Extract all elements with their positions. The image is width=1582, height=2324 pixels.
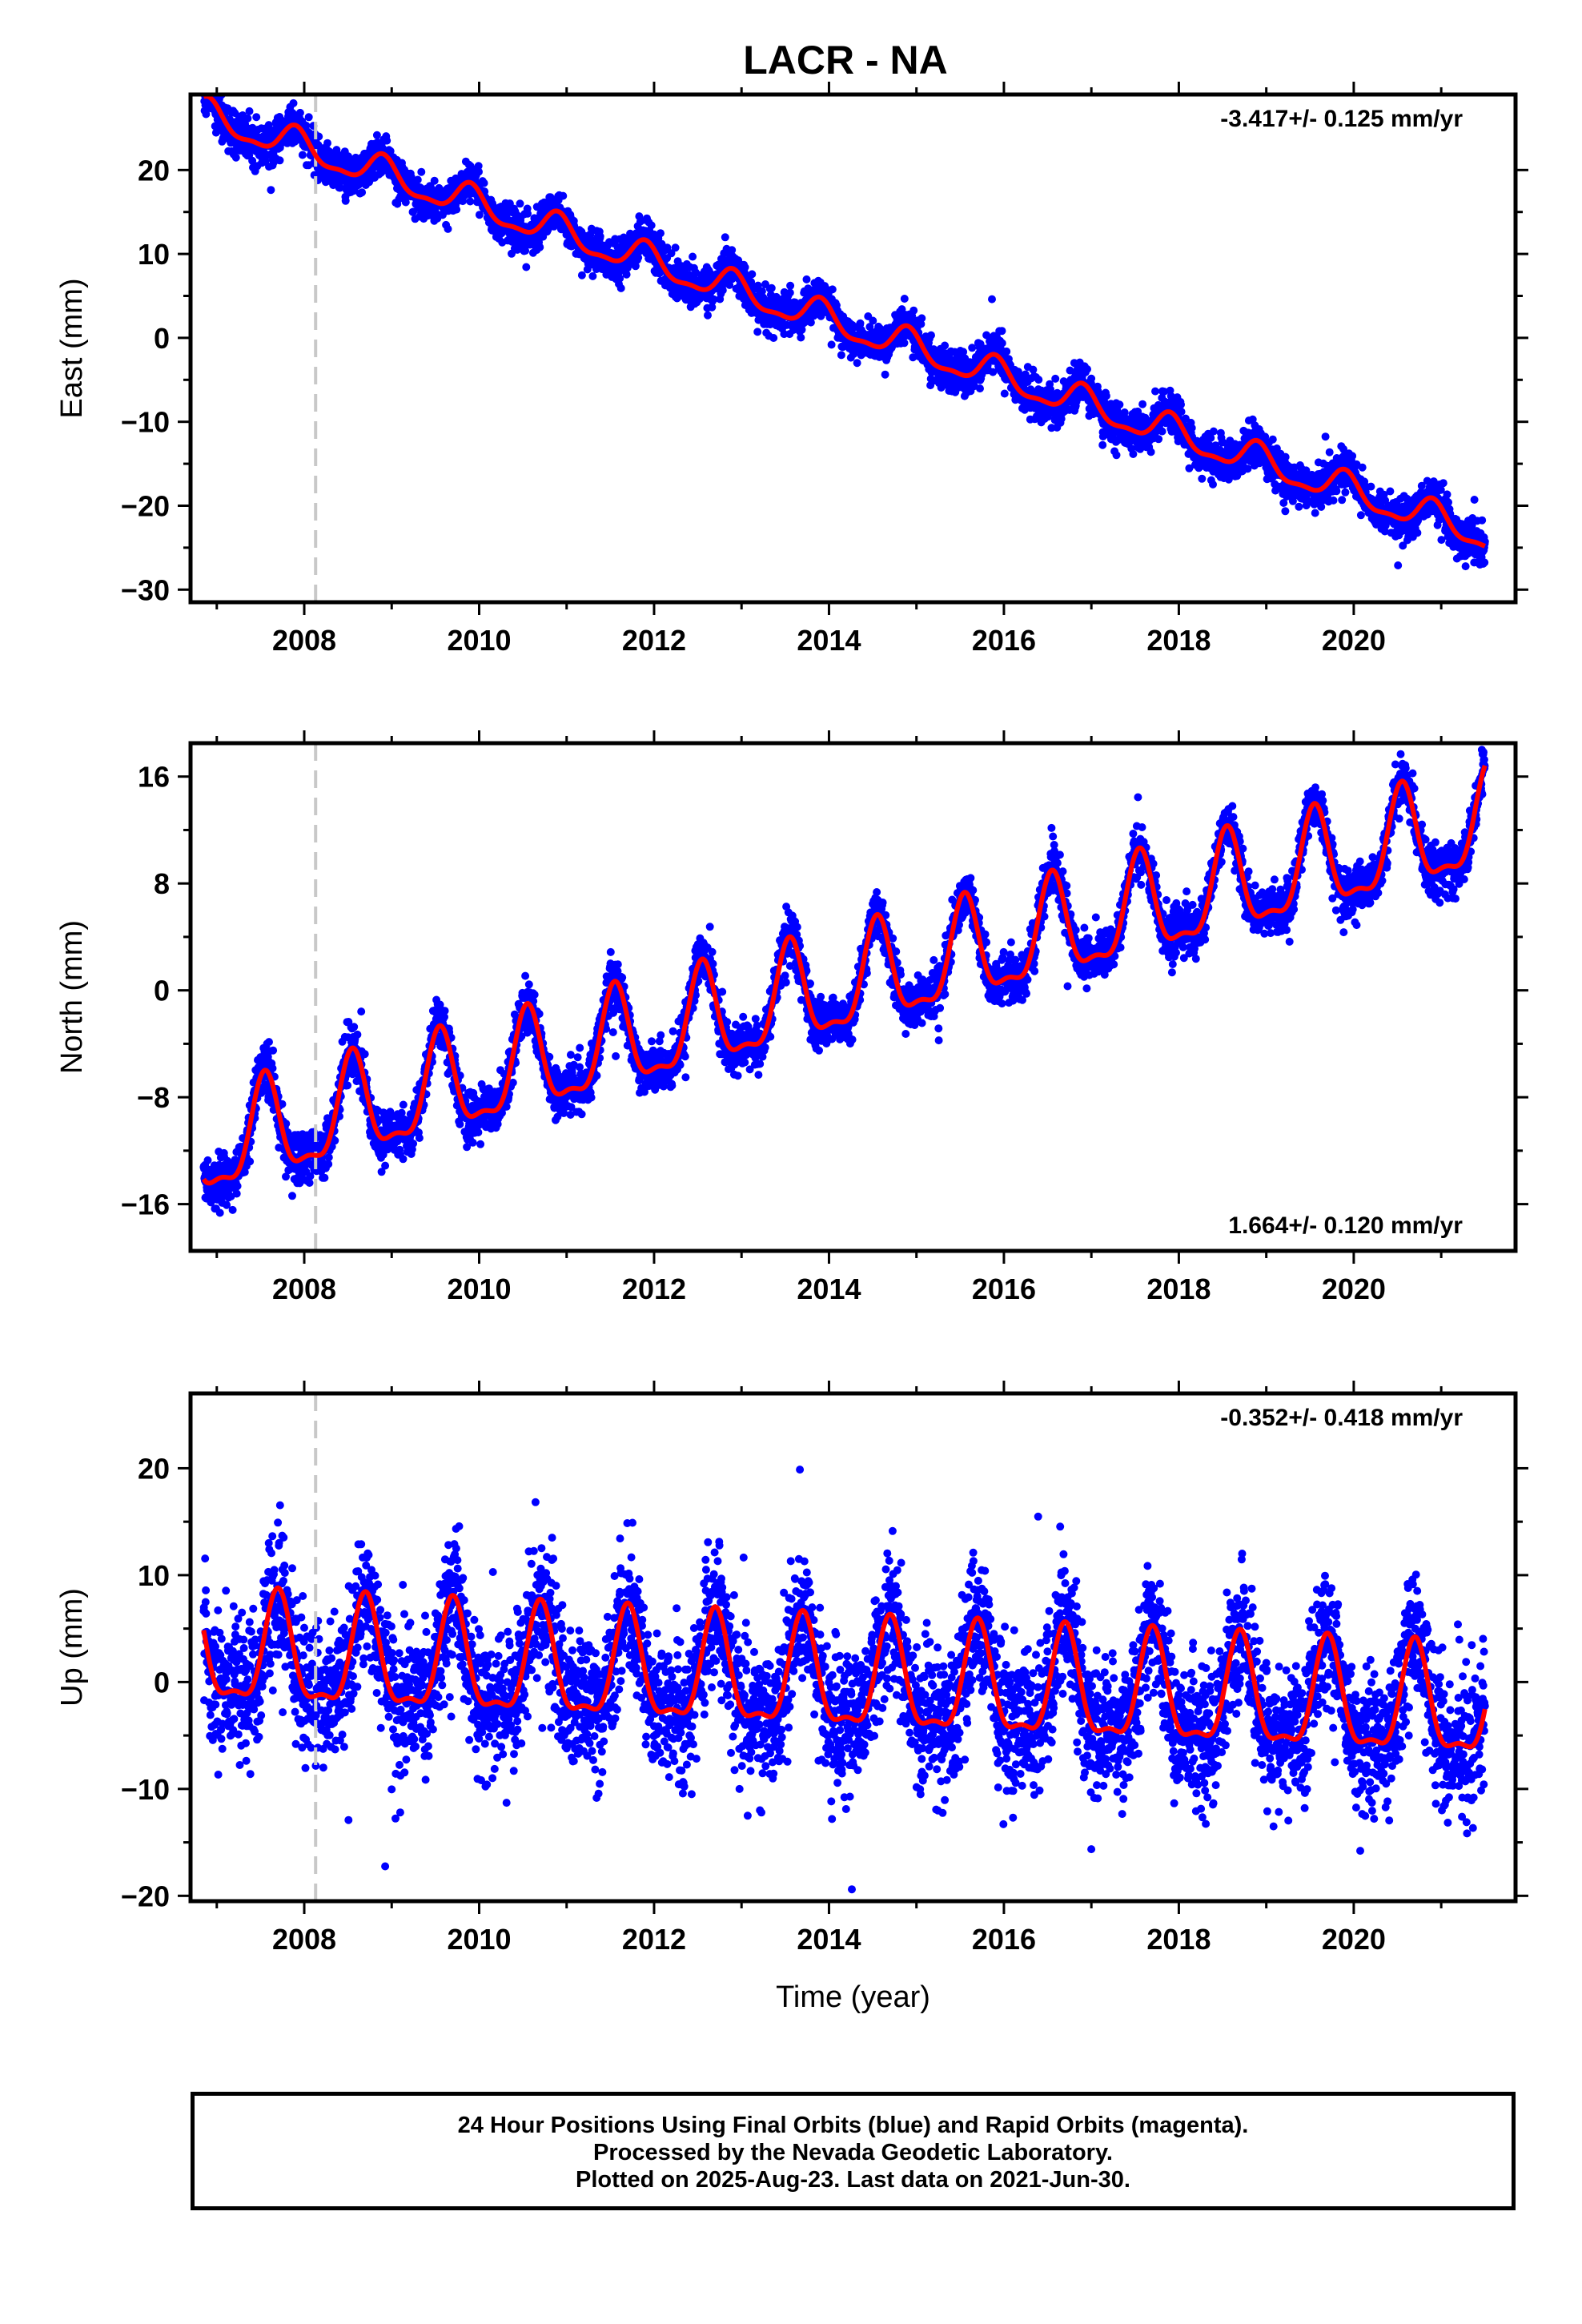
east-xtick-label: 2012 (622, 624, 686, 657)
up-ytick-label: −20 (121, 1880, 170, 1912)
east-xtick-label: 2008 (272, 624, 336, 657)
up-rate-annotation: -0.352+/- 0.418 mm/yr (1220, 1405, 1463, 1431)
north-xtick-label: 2010 (447, 1273, 511, 1305)
footer-note: 24 Hour Positions Using Final Orbits (bl… (191, 2092, 1516, 2210)
chart-panel-east: 2008 2010 2012 2014 2016 2018 2020 −30 −20 −10 0 10… (55, 82, 1528, 657)
east-y-axis-label: East (mm) (55, 278, 89, 418)
north-model-line (201, 765, 1488, 1186)
east-xtick-label: 2020 (1322, 624, 1386, 657)
east-ytick-label: 10 (138, 238, 170, 271)
up-xtick-label: 2010 (447, 1923, 511, 1956)
up-ytick-label: −10 (121, 1773, 170, 1806)
east-points (200, 94, 1489, 571)
north-xtick-label: 2012 (622, 1273, 686, 1305)
east-ytick-label: −10 (121, 406, 170, 439)
north-ytick-label: 0 (154, 975, 170, 1007)
figure-title: LACR - NA (743, 38, 948, 82)
north-xtick-label: 2020 (1322, 1273, 1386, 1305)
up-xtick-label: 2008 (272, 1923, 336, 1956)
east-ytick-label: −20 (121, 489, 170, 522)
footer-line-2: Processed by the Nevada Geodetic Laborat… (593, 2140, 1113, 2165)
up-x-axis-label: Time (year) (776, 1980, 930, 2014)
up-xtick-label: 2018 (1146, 1923, 1211, 1956)
east-xtick-label: 2018 (1146, 624, 1211, 657)
up-xtick-label: 2014 (797, 1923, 861, 1956)
up-xtick-label: 2020 (1322, 1923, 1386, 1956)
east-xtick-label: 2010 (447, 624, 511, 657)
up-ytick-label: 20 (138, 1452, 170, 1485)
footer-line-1: 24 Hour Positions Using Final Orbits (bl… (457, 2113, 1249, 2138)
chart-panel-north: 2008 2010 2012 2014 2016 2018 2020 −16 −8 0 8 16 Nor… (55, 730, 1528, 1305)
north-ytick-label: −8 (137, 1081, 170, 1114)
north-rate-annotation: 1.664+/- 0.120 mm/yr (1228, 1212, 1463, 1239)
up-data-points (199, 1466, 1489, 1894)
footer-line-3: Plotted on 2025-Aug-23. Last data on 202… (576, 2167, 1130, 2193)
north-ytick-label: −16 (121, 1188, 170, 1221)
north-xtick-label: 2008 (272, 1273, 336, 1305)
east-xtick-label: 2014 (797, 624, 861, 657)
north-ytick-label: 8 (154, 867, 170, 900)
up-xtick-label: 2012 (622, 1923, 686, 1956)
north-points (199, 743, 1489, 1217)
east-rate-annotation: -3.417+/- 0.125 mm/yr (1220, 106, 1463, 132)
up-points (199, 1466, 1489, 1894)
up-xtick-label: 2016 (972, 1923, 1036, 1956)
north-xtick-label: 2016 (972, 1273, 1036, 1305)
east-ytick-label: 20 (138, 154, 170, 187)
north-xtick-label: 2018 (1146, 1273, 1211, 1305)
north-frame (188, 741, 1518, 1253)
up-ytick-label: 0 (154, 1666, 170, 1699)
up-model-line (201, 1585, 1488, 1750)
east-model-line (203, 94, 1487, 549)
chart-panels: 2008 2010 2012 2014 2016 2018 2020−30−20−10010… (55, 82, 1528, 2014)
chart-panel-up: 2008 2010 2012 2014 2016 2018 2020 −20 −10 0 10 20 U… (55, 1381, 1528, 2014)
east-ytick-label: 0 (154, 322, 170, 355)
up-ytick-label: 10 (138, 1559, 170, 1592)
up-y-axis-label: Up (mm) (55, 1588, 89, 1707)
north-data-points (199, 743, 1489, 1217)
east-data-points (200, 94, 1489, 571)
north-xtick-label: 2014 (797, 1273, 861, 1305)
east-ytick-label: −30 (121, 573, 170, 606)
up-frame (188, 1391, 1518, 1904)
east-frame (188, 92, 1518, 605)
north-ytick-label: 16 (138, 761, 170, 794)
north-y-axis-label: North (mm) (55, 920, 89, 1074)
east-xtick-label: 2016 (972, 624, 1036, 657)
